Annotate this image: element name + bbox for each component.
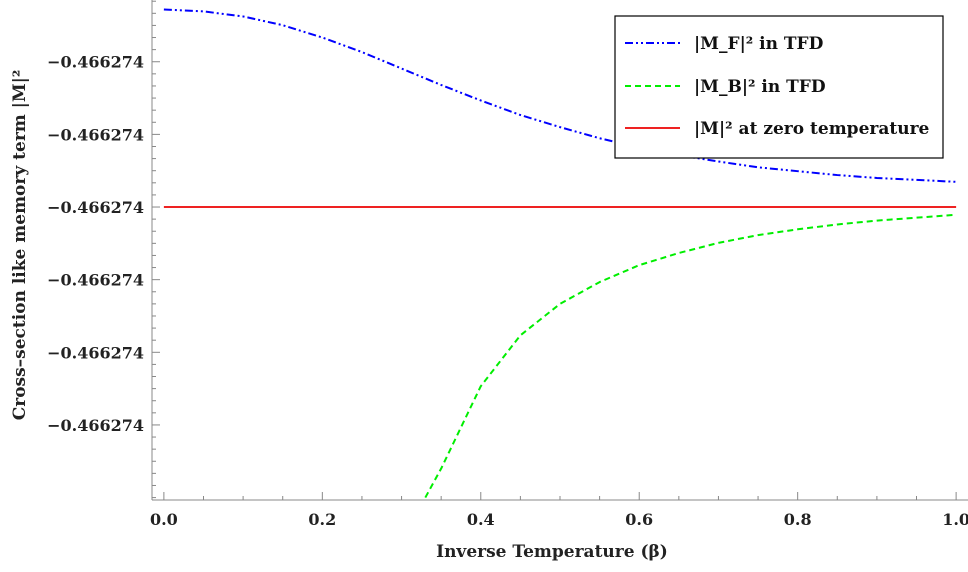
x-tick-label: 0.2 [308,510,336,529]
y-axis-title: Cross–section like memory term |M|² [10,70,30,421]
legend-label-mf: |M_F|² in TFD [694,34,824,54]
x-tick-label: 0.8 [784,510,812,529]
legend: |M_F|² in TFD |M_B|² in TFD |M|² at zero… [614,15,944,159]
y-tick-label: −0.466274 [47,271,144,290]
x-tick-label: 0.6 [625,510,653,529]
legend-label-zero-temp: |M|² at zero temperature [694,119,930,139]
x-axis-ticks: 0.0 0.2 0.4 0.6 0.8 1.0 [150,492,968,529]
series-mb-line [424,213,957,499]
y-axis-ticks: −0.466274 −0.466274 −0.466274 −0.466274 −0.4… [47,0,160,499]
x-axis-title: Inverse Temperature (β) [436,542,668,562]
x-tick-label: 0.4 [467,510,495,529]
y-tick-label: −0.466274 [47,198,144,217]
series-layer [163,8,957,499]
y-tick-label: −0.466274 [47,416,144,435]
y-tick-label: −0.466274 [47,53,144,72]
x-tick-label: 1.0 [942,510,968,529]
y-tick-label: −0.466274 [47,125,144,144]
legend-label-mb: |M_B|² in TFD [694,77,826,97]
x-tick-label: 0.0 [150,510,178,529]
series-mf-line [163,8,957,183]
y-tick-label: −0.466274 [47,343,144,362]
